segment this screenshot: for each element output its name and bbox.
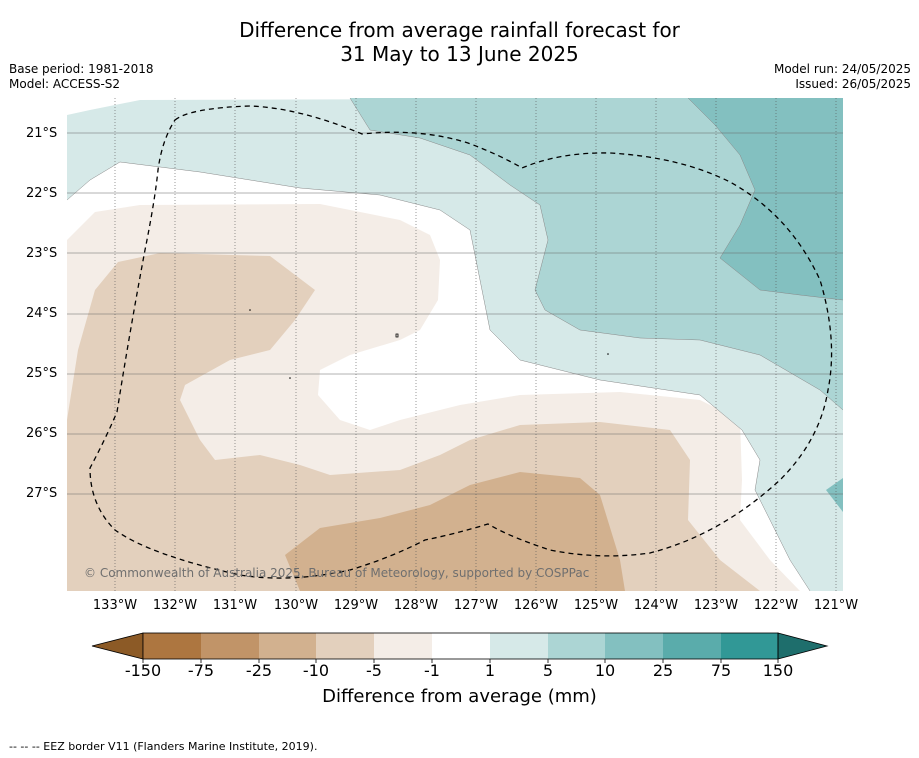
lon-label: 121°W: [813, 598, 859, 613]
meta-left: Base period: 1981-2018 Model: ACCESS-S2: [9, 62, 154, 92]
lat-label: 26°S: [26, 426, 58, 441]
colorbar-tick: 10: [594, 661, 616, 680]
colorbar-tick: 75: [710, 661, 732, 680]
colorbar-high-extension: [777, 632, 829, 660]
contour-10-to-25: [688, 98, 843, 300]
lat-label: 23°S: [26, 246, 58, 261]
lon-label: 131°W: [212, 598, 258, 613]
meta-right: Model run: 24/05/2025 Issued: 26/05/2025: [774, 62, 911, 92]
lon-label: 125°W: [573, 598, 619, 613]
contour-5-to-10: [350, 98, 843, 410]
lat-label: 24°S: [26, 306, 58, 321]
island: [249, 309, 251, 311]
colorbar-bin: [490, 633, 548, 659]
colorbar-tick: -75: [187, 661, 215, 680]
eez-footnote: -- -- -- EEZ border V11 (Flanders Marine…: [9, 740, 318, 753]
colorbar-label: Difference from average (mm): [322, 686, 597, 707]
colorbar-bin: [432, 633, 490, 659]
colorbar-tick: -150: [124, 661, 162, 680]
lon-label: 123°W: [693, 598, 739, 613]
colorbar-bin: [259, 633, 316, 659]
colorbar-bin: [548, 633, 605, 659]
colorbar-tick: 150: [762, 661, 794, 680]
map-graticule: [114, 98, 837, 591]
copyright-note: © Commonwealth of Australia 2025, Bureau…: [84, 566, 590, 580]
lat-label: 21°S: [26, 126, 58, 141]
colorbar-bin: [605, 633, 663, 659]
lat-label: 22°S: [26, 186, 58, 201]
colorbar-bin: [316, 633, 374, 659]
lon-label: 122°W: [753, 598, 799, 613]
colorbar-tick: 5: [542, 661, 554, 680]
lon-label: 127°W: [453, 598, 499, 613]
island: [289, 377, 291, 379]
colorbar-low-extension: [91, 632, 144, 660]
eez-border: [89, 105, 833, 579]
model-run: Model run: 24/05/2025: [773, 62, 911, 76]
title-line-2: 31 May to 13 June 2025: [340, 42, 579, 66]
lat-label: 27°S: [26, 486, 58, 501]
lon-label: 133°W: [92, 598, 138, 613]
lat-label: 25°S: [26, 366, 58, 381]
issued-date: Issued: 26/05/2025: [795, 77, 911, 91]
lon-label: 128°W: [393, 598, 439, 613]
colorbar-tick: -1: [424, 661, 440, 680]
lon-label: 132°W: [152, 598, 198, 613]
rainfall-anomaly-map: [67, 98, 843, 591]
lon-label: 126°W: [513, 598, 559, 613]
colorbar-tick: -10: [302, 661, 330, 680]
lon-label: 124°W: [633, 598, 679, 613]
colorbar-bin: [663, 633, 721, 659]
title-line-1: Difference from average rainfall forecas…: [239, 18, 680, 42]
colorbar: [91, 632, 829, 663]
colorbar-tick: -25: [245, 661, 273, 680]
lon-label: 130°W: [273, 598, 319, 613]
model-name: Model: ACCESS-S2: [9, 77, 121, 91]
island: [607, 353, 609, 355]
colorbar-bin: [143, 633, 201, 659]
colorbar-tick: 1: [484, 661, 496, 680]
colorbar-tick: -5: [366, 661, 382, 680]
contour-10-to-25-small: [826, 478, 843, 512]
colorbar-tick: 25: [652, 661, 674, 680]
contour-minus10-to-minus25: [285, 472, 625, 591]
lon-label: 129°W: [333, 598, 379, 613]
base-period: Base period: 1981-2018: [9, 62, 154, 76]
colorbar-bin: [374, 633, 432, 659]
colorbar-bin: [721, 633, 778, 659]
colorbar-bin: [201, 633, 259, 659]
island: [395, 333, 399, 338]
